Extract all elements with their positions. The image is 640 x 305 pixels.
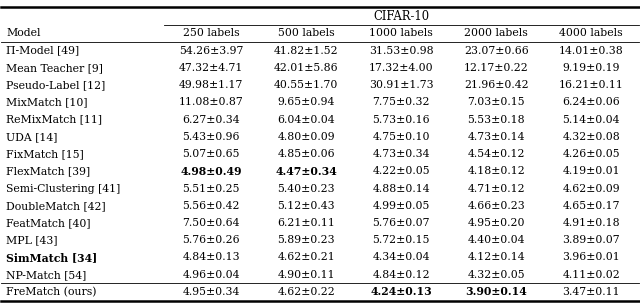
Text: 4.90±0.11: 4.90±0.11 (278, 270, 335, 280)
Text: 3.89±0.07: 3.89±0.07 (563, 235, 620, 245)
Text: 12.17±0.22: 12.17±0.22 (464, 63, 529, 73)
Text: 3.47±0.11: 3.47±0.11 (563, 287, 620, 297)
Text: 4.24±0.13: 4.24±0.13 (371, 286, 432, 297)
Text: 250 labels: 250 labels (183, 28, 239, 38)
Text: 5.73±0.16: 5.73±0.16 (372, 114, 430, 124)
Text: 21.96±0.42: 21.96±0.42 (464, 80, 529, 90)
Text: 4.47±0.34: 4.47±0.34 (275, 166, 337, 177)
Text: 4.80±0.09: 4.80±0.09 (278, 132, 335, 142)
Text: 2000 labels: 2000 labels (464, 28, 528, 38)
Text: 4.99±0.05: 4.99±0.05 (372, 201, 430, 211)
Text: CIFAR-10: CIFAR-10 (373, 9, 429, 23)
Text: 7.75±0.32: 7.75±0.32 (372, 97, 430, 107)
Text: 4.62±0.09: 4.62±0.09 (563, 184, 620, 193)
Text: UDA [14]: UDA [14] (6, 132, 58, 142)
Text: 30.91±1.73: 30.91±1.73 (369, 80, 433, 90)
Text: DoubleMatch [42]: DoubleMatch [42] (6, 201, 106, 211)
Text: 5.56±0.42: 5.56±0.42 (182, 201, 240, 211)
Text: 5.14±0.04: 5.14±0.04 (563, 114, 620, 124)
Text: SimMatch [34]: SimMatch [34] (6, 252, 98, 263)
Text: 5.76±0.07: 5.76±0.07 (372, 218, 430, 228)
Text: ReMixMatch [11]: ReMixMatch [11] (6, 114, 102, 124)
Text: 4.26±0.05: 4.26±0.05 (563, 149, 620, 159)
Text: 4.84±0.12: 4.84±0.12 (372, 270, 430, 280)
Text: 1000 labels: 1000 labels (369, 28, 433, 38)
Text: 42.01±5.86: 42.01±5.86 (274, 63, 339, 73)
Text: 4.88±0.14: 4.88±0.14 (372, 184, 430, 193)
Text: Semi-Clustering [41]: Semi-Clustering [41] (6, 184, 121, 193)
Text: Pseudo-Label [12]: Pseudo-Label [12] (6, 80, 106, 90)
Text: 5.51±0.25: 5.51±0.25 (182, 184, 240, 193)
Text: 4.96±0.04: 4.96±0.04 (182, 270, 240, 280)
Text: 9.65±0.94: 9.65±0.94 (278, 97, 335, 107)
Text: 31.53±0.98: 31.53±0.98 (369, 45, 433, 56)
Text: 4.11±0.02: 4.11±0.02 (563, 270, 620, 280)
Text: 4.62±0.21: 4.62±0.21 (277, 253, 335, 263)
Text: Model: Model (6, 28, 41, 38)
Text: 5.07±0.65: 5.07±0.65 (182, 149, 240, 159)
Text: 3.90±0.14: 3.90±0.14 (465, 286, 527, 297)
Text: 4.54±0.12: 4.54±0.12 (467, 149, 525, 159)
Text: MixMatch [10]: MixMatch [10] (6, 97, 88, 107)
Text: 41.82±1.52: 41.82±1.52 (274, 45, 339, 56)
Text: 4.95±0.34: 4.95±0.34 (182, 287, 240, 297)
Text: 16.21±0.11: 16.21±0.11 (559, 80, 623, 90)
Text: 5.43±0.96: 5.43±0.96 (182, 132, 240, 142)
Text: 4.65±0.17: 4.65±0.17 (563, 201, 620, 211)
Text: 5.12±0.43: 5.12±0.43 (278, 201, 335, 211)
Text: 14.01±0.38: 14.01±0.38 (559, 45, 623, 56)
Text: 4.40±0.04: 4.40±0.04 (467, 235, 525, 245)
Text: 11.08±0.87: 11.08±0.87 (179, 97, 244, 107)
Text: 47.32±4.71: 47.32±4.71 (179, 63, 244, 73)
Text: 4.71±0.12: 4.71±0.12 (467, 184, 525, 193)
Text: 6.27±0.34: 6.27±0.34 (182, 114, 240, 124)
Text: 5.76±0.26: 5.76±0.26 (182, 235, 240, 245)
Text: 4.75±0.10: 4.75±0.10 (372, 132, 430, 142)
Text: 4.98±0.49: 4.98±0.49 (180, 166, 242, 177)
Text: 4.32±0.05: 4.32±0.05 (467, 270, 525, 280)
Text: FlexMatch [39]: FlexMatch [39] (6, 166, 91, 176)
Text: 4.73±0.34: 4.73±0.34 (372, 149, 430, 159)
Text: 5.89±0.23: 5.89±0.23 (278, 235, 335, 245)
Text: 49.98±1.17: 49.98±1.17 (179, 80, 244, 90)
Text: 500 labels: 500 labels (278, 28, 335, 38)
Text: 7.03±0.15: 7.03±0.15 (467, 97, 525, 107)
Text: 6.21±0.11: 6.21±0.11 (277, 218, 335, 228)
Text: 4.85±0.06: 4.85±0.06 (278, 149, 335, 159)
Text: 4.91±0.18: 4.91±0.18 (563, 218, 620, 228)
Text: 4.32±0.08: 4.32±0.08 (563, 132, 620, 142)
Text: 4000 labels: 4000 labels (559, 28, 623, 38)
Text: Mean Teacher [9]: Mean Teacher [9] (6, 63, 104, 73)
Text: 4.95±0.20: 4.95±0.20 (467, 218, 525, 228)
Text: 5.72±0.15: 5.72±0.15 (372, 235, 430, 245)
Text: FreMatch (ours): FreMatch (ours) (6, 287, 97, 297)
Text: 4.34±0.04: 4.34±0.04 (372, 253, 430, 263)
Text: MPL [43]: MPL [43] (6, 235, 58, 245)
Text: 6.04±0.04: 6.04±0.04 (278, 114, 335, 124)
Text: 7.50±0.64: 7.50±0.64 (182, 218, 240, 228)
Text: 9.19±0.19: 9.19±0.19 (563, 63, 620, 73)
Text: 4.22±0.05: 4.22±0.05 (372, 166, 430, 176)
Text: 6.24±0.06: 6.24±0.06 (563, 97, 620, 107)
Text: 4.19±0.01: 4.19±0.01 (563, 166, 620, 176)
Text: 4.66±0.23: 4.66±0.23 (467, 201, 525, 211)
Text: 3.96±0.01: 3.96±0.01 (563, 253, 620, 263)
Text: 40.55±1.70: 40.55±1.70 (274, 80, 339, 90)
Text: 4.18±0.12: 4.18±0.12 (467, 166, 525, 176)
Text: 4.73±0.14: 4.73±0.14 (467, 132, 525, 142)
Text: 4.12±0.14: 4.12±0.14 (467, 253, 525, 263)
Text: 5.40±0.23: 5.40±0.23 (278, 184, 335, 193)
Text: Π-Model [49]: Π-Model [49] (6, 45, 79, 56)
Text: 17.32±4.00: 17.32±4.00 (369, 63, 433, 73)
Text: 5.53±0.18: 5.53±0.18 (467, 114, 525, 124)
Text: 54.26±3.97: 54.26±3.97 (179, 45, 244, 56)
Text: 23.07±0.66: 23.07±0.66 (464, 45, 529, 56)
Text: FixMatch [15]: FixMatch [15] (6, 149, 84, 159)
Text: FeatMatch [40]: FeatMatch [40] (6, 218, 91, 228)
Text: NP-Match [54]: NP-Match [54] (6, 270, 87, 280)
Text: 4.62±0.22: 4.62±0.22 (277, 287, 335, 297)
Text: 4.84±0.13: 4.84±0.13 (182, 253, 240, 263)
